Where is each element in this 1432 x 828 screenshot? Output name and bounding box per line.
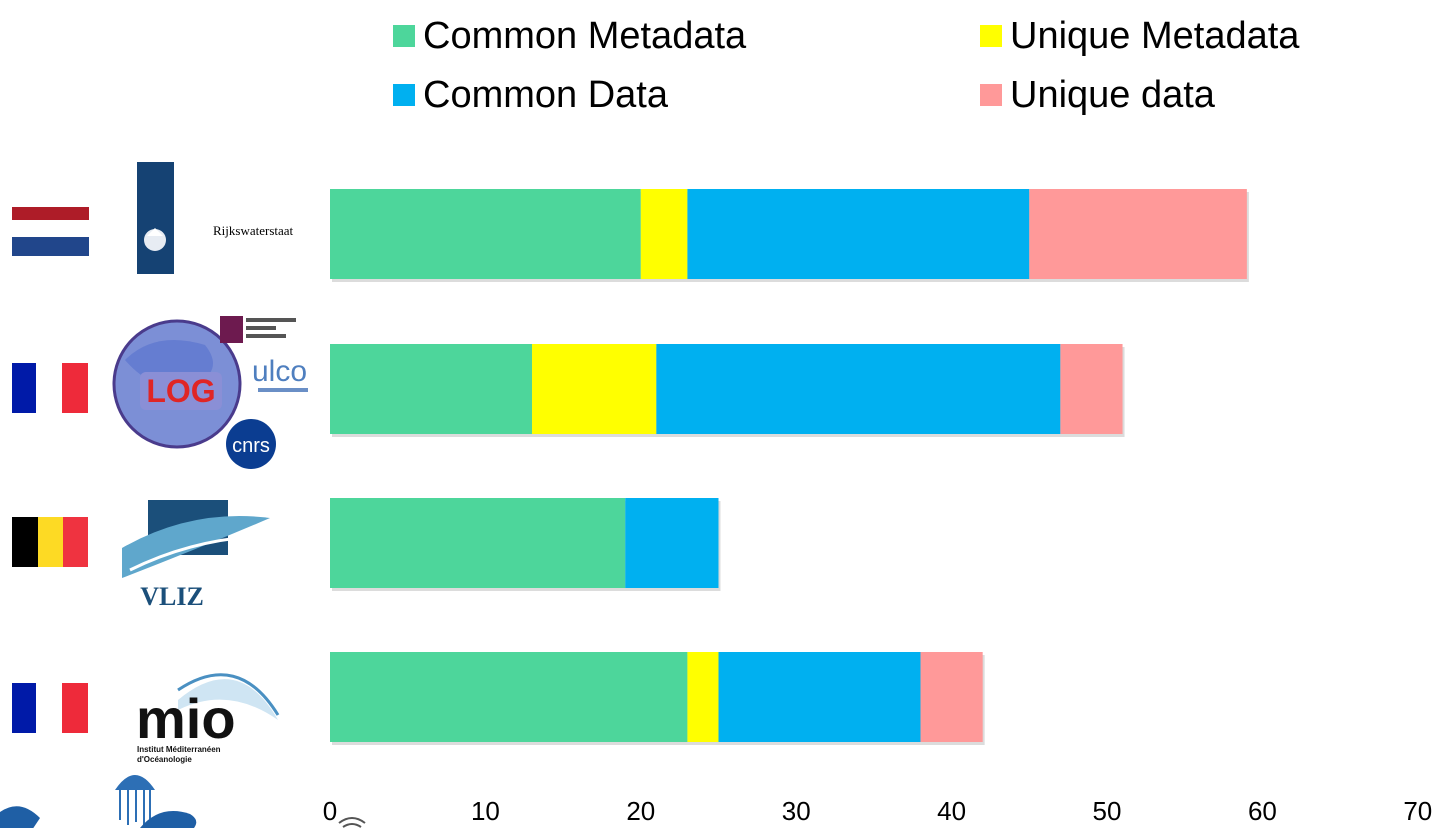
vliz-logo: VLIZ bbox=[122, 500, 270, 611]
x-tick-label-50: 50 bbox=[1093, 796, 1122, 826]
legend-swatch-unique-metadata bbox=[980, 25, 1002, 47]
bar-log-common-data bbox=[656, 344, 1061, 434]
bar-rijkswaterstaat-unique-data bbox=[1029, 189, 1247, 279]
mio-logo-text: mio bbox=[136, 687, 236, 750]
mio-logo-subtext-1: Institut Méditerranéen bbox=[137, 745, 221, 754]
jellyfish-icon bbox=[115, 775, 155, 826]
log-logo-text: LOG bbox=[146, 373, 215, 409]
bar-rijkswaterstaat-common-data bbox=[687, 189, 1030, 279]
belgium-flag bbox=[12, 517, 88, 567]
bar-mio-common-data bbox=[718, 652, 921, 742]
universite-lille-logo bbox=[220, 316, 296, 343]
rijkswaterstaat-logo-text: Rijkswaterstaat bbox=[213, 223, 294, 238]
bar-vliz-common-data bbox=[625, 498, 719, 588]
bars-group bbox=[330, 189, 1249, 745]
legend-swatch-common-metadata bbox=[393, 25, 415, 47]
x-tick-label-70: 70 bbox=[1403, 796, 1432, 826]
bar-mio-common-metadata bbox=[330, 652, 688, 742]
legend-swatch-common-data bbox=[393, 84, 415, 106]
bar-log-unique-data bbox=[1060, 344, 1123, 434]
cnrs-logo-text: cnrs bbox=[232, 435, 270, 457]
x-tick-label-40: 40 bbox=[937, 796, 966, 826]
bar-rijkswaterstaat-unique-metadata bbox=[640, 189, 688, 279]
row-rijkswaterstaat: Rijkswaterstaat bbox=[12, 162, 294, 274]
bar-rijkswaterstaat-common-metadata bbox=[330, 189, 641, 279]
x-tick-label-10: 10 bbox=[471, 796, 500, 826]
wifi-icon bbox=[338, 817, 366, 828]
log-logo: LOG bbox=[112, 319, 242, 449]
bar-log-unique-metadata bbox=[532, 344, 657, 434]
netherlands-flag bbox=[12, 207, 89, 256]
x-axis-tick-labels: 0 10 20 30 40 50 60 70 bbox=[323, 796, 1432, 826]
whale-icon bbox=[0, 806, 197, 828]
mio-logo-subtext-2: d'Océanologie bbox=[137, 755, 192, 764]
row-log: LOG ulco cnrs bbox=[12, 316, 308, 469]
legend-item-unique-metadata: Unique Metadata bbox=[980, 17, 1299, 55]
bar-mio-unique-data bbox=[920, 652, 983, 742]
legend-label-common-metadata: Common Metadata bbox=[423, 15, 747, 57]
ulco-logo-text: ulco bbox=[252, 355, 307, 388]
legend-label-unique-metadata: Unique Metadata bbox=[1010, 15, 1300, 57]
legend-item-common-data: Common Data bbox=[393, 76, 668, 114]
france-flag bbox=[12, 683, 88, 733]
bar-vliz-common-metadata bbox=[330, 498, 626, 588]
legend-label-common-data: Common Data bbox=[423, 74, 668, 116]
ulco-logo: ulco bbox=[252, 355, 308, 392]
legend-swatch-unique-data bbox=[980, 84, 1002, 106]
row-vliz: VLIZ bbox=[12, 500, 270, 611]
legend-item-unique-data: Unique data bbox=[980, 76, 1215, 114]
bar-mio-unique-metadata bbox=[687, 652, 719, 742]
legend-label-unique-data: Unique data bbox=[1010, 74, 1215, 116]
rijkswaterstaat-logo: Rijkswaterstaat bbox=[137, 162, 294, 274]
chart-legend: Common Metadata Unique Metadata Common D… bbox=[0, 0, 1432, 130]
bar-log-common-metadata bbox=[330, 344, 533, 434]
x-tick-label-30: 30 bbox=[782, 796, 811, 826]
vliz-logo-text: VLIZ bbox=[140, 582, 204, 611]
cnrs-logo: cnrs bbox=[226, 419, 276, 469]
mio-logo: mio Institut Méditerranéen d'Océanologie bbox=[136, 673, 280, 764]
x-tick-label-60: 60 bbox=[1248, 796, 1277, 826]
row-mio: mio Institut Méditerranéen d'Océanologie bbox=[12, 673, 280, 764]
legend-item-common-metadata: Common Metadata bbox=[393, 17, 746, 55]
x-tick-label-0: 0 bbox=[323, 796, 337, 826]
x-tick-label-20: 20 bbox=[626, 796, 655, 826]
france-flag bbox=[12, 363, 88, 413]
